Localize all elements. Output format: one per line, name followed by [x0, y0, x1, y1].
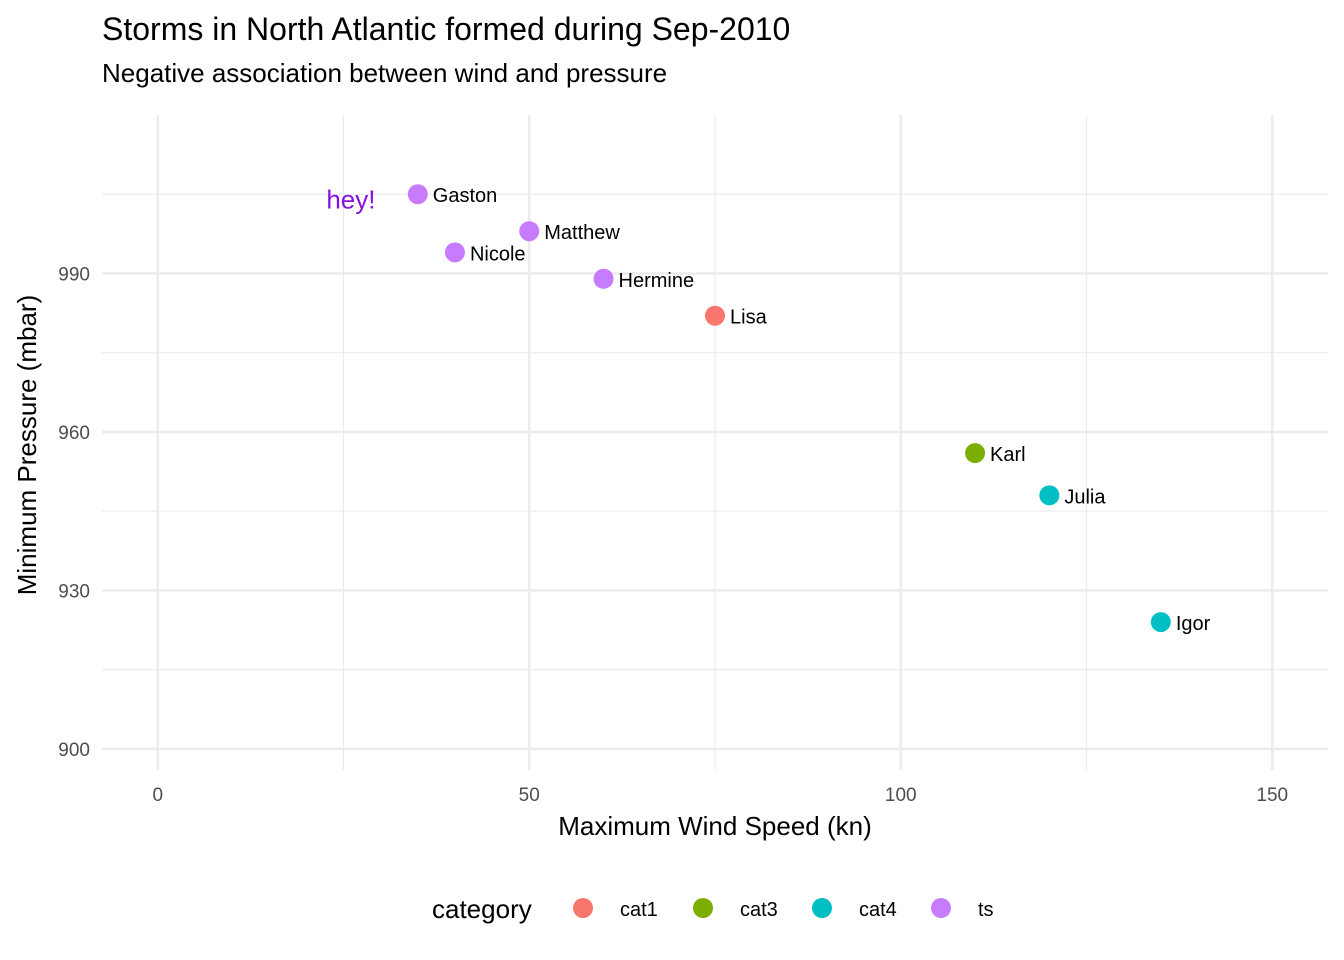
legend-key-cat4 — [812, 898, 832, 918]
point-matthew — [519, 221, 540, 242]
legend-key-cat3 — [693, 898, 713, 918]
x-tick-label: 100 — [885, 785, 917, 806]
legend-label-ts: ts — [978, 899, 994, 921]
point-label-matthew: Matthew — [544, 222, 620, 244]
annotations: hey! — [326, 185, 375, 215]
chart-title: Storms in North Atlantic formed during S… — [102, 11, 790, 47]
x-axis-ticks: 0 50 100 150 — [152, 785, 1288, 806]
point-lisa — [705, 305, 725, 326]
legend-label-cat1: cat1 — [620, 899, 658, 921]
point-label-julia: Julia — [1064, 486, 1106, 508]
point-karl — [965, 443, 986, 464]
x-tick-label: 0 — [152, 785, 163, 806]
y-axis-ticks: 900 930 960 990 — [58, 264, 90, 760]
point-label-karl: Karl — [990, 444, 1026, 466]
y-tick-label: 990 — [58, 264, 90, 285]
point-julia — [1039, 485, 1060, 506]
legend-label-cat4: cat4 — [859, 899, 897, 921]
y-tick-label: 930 — [58, 581, 90, 602]
legend-label-cat3: cat3 — [740, 899, 778, 921]
legend-key-cat1 — [573, 898, 593, 918]
point-igor — [1150, 612, 1171, 633]
point-label-lisa: Lisa — [730, 307, 768, 329]
y-axis-title: Minimum Pressure (mbar) — [12, 295, 42, 596]
x-tick-label: 150 — [1256, 785, 1288, 806]
chart-subtitle: Negative association between wind and pr… — [102, 58, 667, 88]
y-tick-label: 900 — [58, 740, 90, 761]
y-tick-label: 960 — [58, 423, 90, 444]
point-label-nicole: Nicole — [470, 243, 526, 265]
point-label-igor: Igor — [1176, 613, 1211, 635]
point-label-gaston: Gaston — [433, 185, 497, 207]
annotation-text: hey! — [326, 185, 375, 215]
legend-title: category — [432, 894, 532, 924]
point-label-hermine: Hermine — [619, 270, 695, 292]
x-tick-label: 50 — [519, 785, 540, 806]
data-points: Gaston Matthew Nicole Hermine Lisa Karl Julia I… — [407, 184, 1211, 635]
legend: category cat1 cat3 cat4 ts — [432, 894, 994, 924]
x-axis-title: Maximum Wind Speed (kn) — [558, 811, 872, 841]
grid-lines — [102, 115, 1328, 770]
legend-key-ts — [931, 898, 951, 918]
point-nicole — [444, 242, 465, 263]
point-hermine — [593, 268, 614, 289]
point-gaston — [407, 184, 428, 205]
